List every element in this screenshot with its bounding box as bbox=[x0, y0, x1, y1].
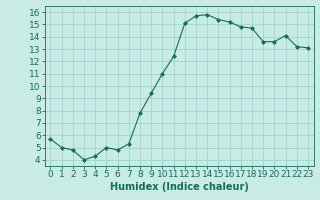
X-axis label: Humidex (Indice chaleur): Humidex (Indice chaleur) bbox=[110, 182, 249, 192]
